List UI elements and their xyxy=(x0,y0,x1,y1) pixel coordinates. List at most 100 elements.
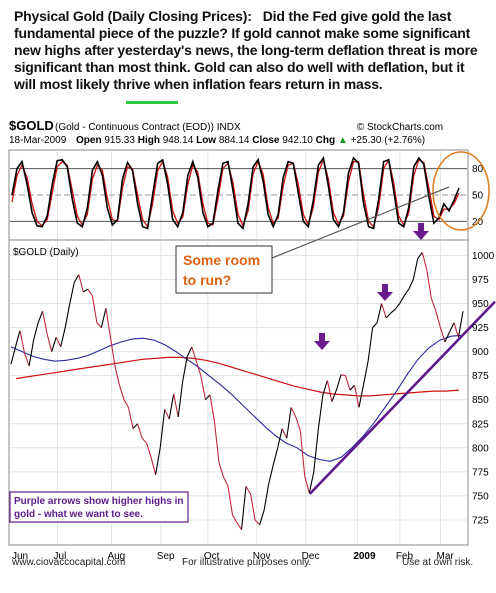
price-segment xyxy=(150,457,157,475)
price-segment xyxy=(87,288,93,297)
price-segment xyxy=(164,409,170,420)
x-tick-label: Dec xyxy=(302,551,320,562)
price-segment xyxy=(304,476,310,494)
price-segment xyxy=(60,327,66,347)
price-segment xyxy=(439,327,446,343)
x-tick-label: Sep xyxy=(157,551,175,562)
price-segment xyxy=(448,322,455,333)
low-label: Low xyxy=(196,135,216,146)
higher-high-arrow-icon xyxy=(314,333,330,350)
price-y-tick-label: 950 xyxy=(472,299,489,310)
price-y-tick-label: 825 xyxy=(472,419,489,430)
price-segment xyxy=(295,416,301,431)
arrow-shaft xyxy=(319,333,325,342)
chart-description: (Gold - Continuous Contract (EOD)) INDX xyxy=(55,122,241,133)
price-segment xyxy=(408,279,414,290)
arrow-shaft xyxy=(382,284,388,293)
price-segment xyxy=(218,462,224,477)
price-segment xyxy=(37,311,44,323)
price-segment xyxy=(268,464,274,485)
price-segment xyxy=(137,423,143,439)
chg-value: +25.30 (+2.76%) xyxy=(351,135,426,146)
price-segment xyxy=(91,295,98,323)
room-annotation-line2: to run? xyxy=(183,272,231,288)
stoch-k-line xyxy=(11,155,460,231)
price-segment xyxy=(114,365,121,386)
price-segment xyxy=(195,361,202,376)
price-segment xyxy=(417,252,423,259)
price-segment xyxy=(245,486,252,495)
footer-center: For illustrative purposes only. xyxy=(182,557,312,568)
price-segment xyxy=(191,346,197,362)
price-segment xyxy=(322,380,328,396)
price-segment xyxy=(213,420,220,463)
price-segment xyxy=(236,522,242,530)
x-tick-label: Aug xyxy=(107,551,125,562)
x-tick-label: Mar xyxy=(436,551,454,562)
room-annotation-box xyxy=(175,245,273,294)
price-segment xyxy=(159,409,166,448)
price-segment xyxy=(444,332,450,343)
overbought-circle xyxy=(432,151,490,231)
price-segment xyxy=(173,393,179,418)
price-segment xyxy=(308,471,315,494)
low-value: 884.14 xyxy=(219,135,250,146)
price-segment xyxy=(240,486,247,530)
headline-tail: when inflation fears return in mass. xyxy=(153,76,383,92)
x-tick-label: 2009 xyxy=(353,551,376,562)
price-segment xyxy=(132,423,138,429)
headline-emphasis: thrive xyxy=(113,76,151,92)
headline-body: Did the Fed give gold the last fundament… xyxy=(14,8,478,92)
price-segment xyxy=(69,282,75,304)
price-segment xyxy=(118,385,125,400)
stoch-y-tick-label: 50 xyxy=(472,191,484,202)
price-y-tick-label: 1000 xyxy=(472,251,495,262)
price-segment xyxy=(186,346,193,357)
price-segment xyxy=(353,385,360,408)
x-tick-label: Jun xyxy=(12,551,28,562)
chg-label: Chg xyxy=(316,135,335,146)
price-segment xyxy=(390,308,396,314)
stockcharts-watermark: © StockCharts.com xyxy=(357,122,443,133)
price-segment xyxy=(403,288,410,297)
price-panel-label: $GOLD (Daily) xyxy=(13,247,79,258)
higher-high-arrow-icon xyxy=(377,284,393,301)
chg-arrow-icon: ▲ xyxy=(338,135,348,146)
price-segment xyxy=(83,288,89,293)
price-segment xyxy=(227,486,234,516)
price-segment xyxy=(394,303,401,310)
price-segment xyxy=(250,493,256,521)
price-segment xyxy=(14,330,21,347)
price-y-tick-label: 875 xyxy=(472,371,489,382)
price-segment xyxy=(55,336,62,348)
price-y-tick-label: 975 xyxy=(472,275,489,286)
price-segment xyxy=(127,407,134,429)
arrow-head xyxy=(377,292,393,301)
price-segment xyxy=(182,356,188,381)
price-segment xyxy=(73,274,80,283)
price-segment xyxy=(200,375,206,400)
price-segment xyxy=(313,428,319,472)
x-tick-label: Feb xyxy=(396,551,414,562)
arrow-head xyxy=(413,231,429,240)
price-segment xyxy=(177,380,184,418)
room-annotation-line1: Some room xyxy=(183,252,260,268)
high-value: 948.14 xyxy=(163,135,194,146)
price-segment xyxy=(326,380,333,402)
price-segment xyxy=(372,322,378,328)
price-y-tick-label: 850 xyxy=(472,395,489,406)
price-segment xyxy=(209,394,215,421)
price-segment xyxy=(412,258,419,280)
price-y-tick-label: 800 xyxy=(472,443,489,454)
headline-lead: Physical Gold (Daily Closing Prices): xyxy=(14,8,252,24)
price-segment xyxy=(430,298,437,312)
chart-symbol: $GOLD xyxy=(9,118,54,133)
price-segment xyxy=(64,303,71,328)
price-segment xyxy=(272,447,279,466)
open-value: 915.33 xyxy=(104,135,135,146)
headline: Physical Gold (Daily Closing Prices): Di… xyxy=(14,8,489,93)
ohlc-readout: Open 915.33 High 948.14 Low 884.14 Close… xyxy=(76,135,425,146)
x-tick-label: Oct xyxy=(204,551,220,562)
close-label: Close xyxy=(252,135,280,146)
